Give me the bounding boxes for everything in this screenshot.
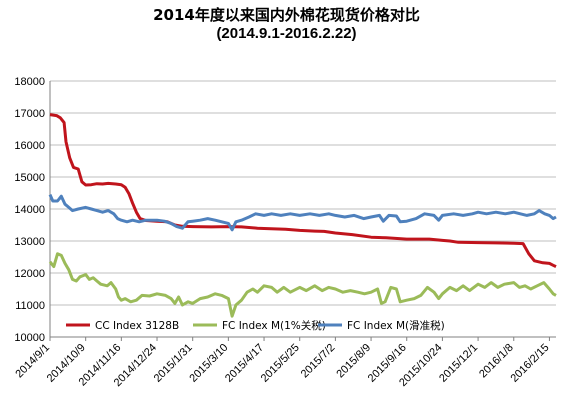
series-line-fc-index-m-1 bbox=[48, 252, 557, 318]
y-tick-label: 15000 bbox=[14, 172, 45, 184]
y-tick-label: 14000 bbox=[14, 204, 45, 216]
x-tick-label: 2015/7/2 bbox=[299, 342, 338, 381]
series-line-fc-index-m bbox=[48, 193, 557, 232]
y-axis-ticks: 10000 11000 12000 13000 14000 15000 16000 17000… bbox=[14, 76, 45, 344]
legend-label: FC Index M(滑准税) bbox=[347, 319, 445, 332]
chart-title: 2014年度以来国内外棉花现货价格对比 bbox=[153, 6, 420, 24]
y-tick-label: 12000 bbox=[14, 268, 45, 280]
series-line-cc-index-3128b bbox=[49, 113, 557, 268]
axes bbox=[49, 81, 556, 341]
y-tick-label: 11000 bbox=[15, 300, 45, 312]
legend-label: CC Index 3128B bbox=[95, 320, 179, 332]
gridlines bbox=[50, 80, 556, 306]
y-tick-label: 13000 bbox=[14, 236, 45, 248]
series-lines bbox=[48, 113, 557, 318]
legend-label: FC Index M(1%关税) bbox=[222, 319, 326, 332]
chart-subtitle: (2014.9.1-2016.2.22) bbox=[216, 25, 357, 42]
y-tick-label: 10000 bbox=[14, 332, 45, 344]
x-tick-label: 2015/5/25 bbox=[259, 342, 302, 385]
x-tick-label: 2016/2/15 bbox=[508, 342, 551, 385]
y-tick-label: 16000 bbox=[14, 140, 45, 152]
y-tick-label: 18000 bbox=[14, 76, 45, 88]
x-axis-ticks: 2014/9/12014/10/92014/11/162014/12/24201… bbox=[13, 342, 551, 389]
legend: CC Index 3128B FC Index M(1%关税) FC Index M… bbox=[66, 319, 445, 332]
y-tick-label: 17000 bbox=[14, 108, 45, 120]
x-tick-label: 2015/12/1 bbox=[437, 342, 480, 385]
